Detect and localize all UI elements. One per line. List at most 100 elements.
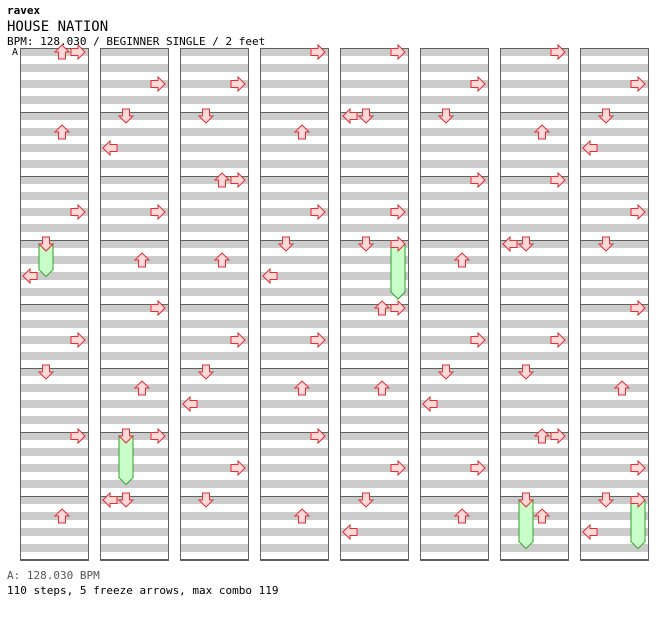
step-arrow <box>470 75 486 93</box>
beat-stripe <box>420 160 489 168</box>
beat-stripe <box>260 336 329 344</box>
step-arrow <box>453 508 471 524</box>
beat-stripe <box>580 64 649 72</box>
beat-stripe <box>20 256 89 264</box>
footer-bpm: A: 128.030 BPM <box>7 569 100 582</box>
beat-stripe <box>340 128 409 136</box>
step-arrow <box>197 492 215 508</box>
beat-stripe <box>20 272 89 280</box>
chart-column <box>420 48 489 561</box>
column-border <box>580 48 649 560</box>
step-arrow <box>37 364 55 380</box>
step-arrow <box>230 331 246 349</box>
beat-stripe <box>500 528 569 536</box>
beat-stripe <box>180 384 249 392</box>
chart-column <box>500 48 569 561</box>
beat-stripe <box>340 544 409 552</box>
beat-stripe <box>260 96 329 104</box>
beat-stripe <box>20 448 89 456</box>
beat-stripe <box>180 416 249 424</box>
step-chart <box>20 43 649 561</box>
step-arrow <box>22 267 38 285</box>
step-arrow <box>550 171 566 189</box>
beat-stripe <box>20 544 89 552</box>
beat-stripe <box>260 528 329 536</box>
step-arrow <box>453 252 471 268</box>
beat-stripe <box>180 368 249 376</box>
beat-stripe <box>420 112 489 120</box>
beat-stripe <box>20 336 89 344</box>
beat-stripe <box>180 160 249 168</box>
beat-stripe <box>340 160 409 168</box>
beat-stripe <box>100 464 169 472</box>
beat-stripe <box>500 192 569 200</box>
step-arrow <box>390 299 406 317</box>
beat-stripe <box>420 288 489 296</box>
freeze-head <box>390 235 406 253</box>
beat-stripe <box>180 48 249 56</box>
beat-stripe <box>260 352 329 360</box>
beat-stripe <box>580 416 649 424</box>
beat-stripe <box>340 416 409 424</box>
step-arrow <box>150 75 166 93</box>
beat-stripe <box>100 288 169 296</box>
beat-stripe <box>100 368 169 376</box>
beat-stripe <box>20 432 89 440</box>
step-arrow <box>357 108 375 124</box>
beat-stripe <box>580 208 649 216</box>
beat-stripe <box>180 432 249 440</box>
beat-stripe <box>260 304 329 312</box>
beat-stripe <box>420 192 489 200</box>
step-arrow <box>310 331 326 349</box>
beat-stripe <box>260 368 329 376</box>
chart-column <box>20 48 89 561</box>
beat-stripe <box>580 480 649 488</box>
step-arrow <box>517 364 535 380</box>
beat-stripe <box>580 112 649 120</box>
beat-stripe <box>100 480 169 488</box>
beat-stripe <box>100 320 169 328</box>
step-arrow <box>437 364 455 380</box>
beat-stripe <box>500 464 569 472</box>
beat-stripe <box>20 80 89 88</box>
freeze-head <box>117 428 135 444</box>
beat-stripe <box>420 48 489 56</box>
step-arrow <box>597 236 615 252</box>
step-arrow <box>630 75 646 93</box>
beat-stripe <box>260 432 329 440</box>
beat-stripe <box>20 496 89 504</box>
step-arrow <box>117 492 135 508</box>
beat-stripe <box>420 352 489 360</box>
step-arrow <box>150 427 166 445</box>
beat-stripe <box>420 144 489 152</box>
beat-stripe <box>20 192 89 200</box>
step-arrow <box>230 459 246 477</box>
beat-stripe <box>180 128 249 136</box>
step-arrow <box>630 459 646 477</box>
beat-stripe <box>260 480 329 488</box>
beat-stripe <box>20 96 89 104</box>
beat-stripe <box>260 144 329 152</box>
beat-stripe <box>100 128 169 136</box>
step-arrow <box>70 331 86 349</box>
beat-stripe <box>100 448 169 456</box>
beat-stripe <box>500 64 569 72</box>
beat-stripe <box>20 224 89 232</box>
beat-stripe <box>580 128 649 136</box>
beat-stripe <box>100 176 169 184</box>
beat-stripe <box>500 160 569 168</box>
beat-stripe <box>180 480 249 488</box>
beat-stripe <box>100 336 169 344</box>
beat-stripe <box>500 320 569 328</box>
beat-stripe <box>420 176 489 184</box>
column-border <box>20 48 89 560</box>
step-arrow <box>150 299 166 317</box>
beat-stripe <box>100 240 169 248</box>
beat-stripe <box>100 224 169 232</box>
step-arrow <box>630 299 646 317</box>
beat-stripe <box>420 80 489 88</box>
beat-stripe <box>580 80 649 88</box>
beat-stripe <box>20 240 89 248</box>
chart-column <box>260 48 329 561</box>
beat-stripe <box>180 304 249 312</box>
